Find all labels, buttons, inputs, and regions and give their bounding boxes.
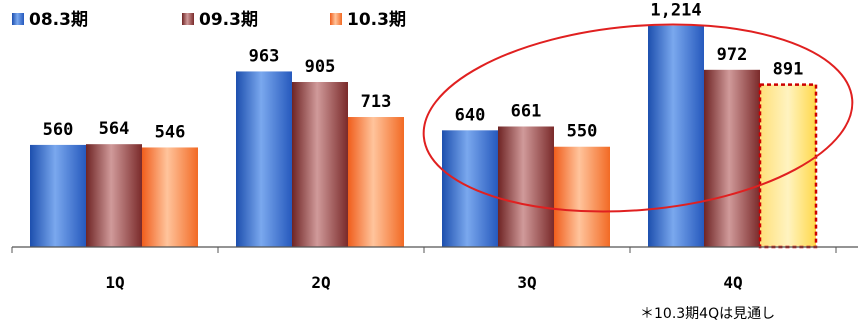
legend-swatch-s1 — [12, 13, 24, 25]
bar-2q-s2 — [292, 82, 348, 247]
bar-4q-s1 — [648, 25, 704, 247]
bar-1q-s3 — [142, 147, 198, 247]
highlight-ellipse — [422, 23, 854, 213]
category-label-4q: 4Q — [723, 273, 742, 292]
bar-4q-s3-forecast — [758, 83, 818, 249]
value-label-3q-s3: 550 — [567, 122, 598, 142]
bar-4q-s2 — [704, 69, 760, 247]
value-label-1q-s1: 560 — [43, 120, 74, 140]
legend-label-s1: 08.3期 — [29, 10, 88, 30]
value-label-1q-s2: 564 — [99, 119, 130, 139]
bar-3q-s2 — [498, 126, 554, 247]
legend: 08.3期 09.3期 10.3期 — [12, 10, 406, 30]
bar-3q-s3 — [554, 146, 610, 247]
value-label-3q-s2: 661 — [511, 101, 542, 121]
bar-3q-s1 — [442, 130, 498, 247]
highlight-overlay — [422, 23, 854, 213]
forecast-note: ＊10.3期4Qは見通し — [640, 306, 775, 322]
bars-group — [30, 25, 818, 249]
category-label-2q: 2Q — [311, 273, 330, 292]
value-label-2q-s3: 713 — [361, 92, 392, 112]
bar-2q-s1 — [236, 71, 292, 248]
legend-label-s2: 09.3期 — [199, 10, 258, 30]
bar-1q-s1 — [30, 144, 86, 247]
legend-label-s3: 10.3期 — [347, 10, 406, 30]
value-label-4q-s1: 1,214 — [650, 1, 701, 21]
value-label-2q-s1: 963 — [249, 46, 280, 66]
value-labels: 560 564 546 963 905 713 640 661 550 1,214 972 891 — [43, 1, 804, 143]
value-label-1q-s3: 546 — [155, 122, 186, 142]
bar-2q-s3 — [348, 117, 404, 247]
value-label-2q-s2: 905 — [305, 57, 336, 77]
value-label-4q-s3: 891 — [773, 60, 804, 80]
legend-swatch-s2 — [182, 13, 194, 25]
category-label-3q: 3Q — [517, 273, 536, 292]
x-axis: 1Q 2Q 3Q 4Q — [11, 246, 858, 292]
bar-1q-s2 — [86, 144, 142, 247]
value-label-4q-s2: 972 — [717, 45, 748, 65]
legend-swatch-s3 — [330, 13, 342, 25]
category-label-1q: 1Q — [105, 273, 124, 292]
value-label-3q-s1: 640 — [455, 105, 486, 125]
